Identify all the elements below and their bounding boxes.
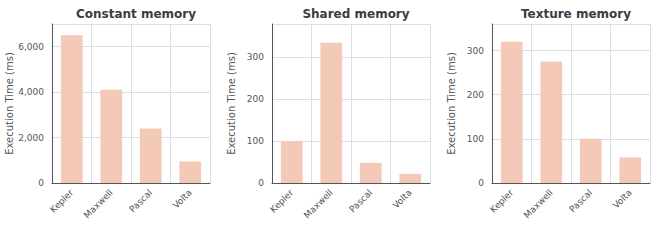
svg-text:0: 0 (38, 178, 44, 188)
svg-text:Kepler: Kepler (268, 187, 295, 214)
svg-text:Volta: Volta (391, 187, 414, 210)
svg-text:100: 100 (467, 134, 484, 144)
svg-text:Volta: Volta (171, 187, 194, 210)
svg-text:200: 200 (247, 94, 264, 104)
svg-text:Execution Time (ms): Execution Time (ms) (446, 52, 457, 155)
svg-text:300: 300 (247, 52, 264, 62)
svg-text:Pascal: Pascal (567, 187, 594, 214)
svg-text:100: 100 (247, 136, 264, 146)
svg-text:0: 0 (258, 178, 264, 188)
svg-text:Maxwell: Maxwell (82, 187, 115, 220)
svg-text:Execution Time (ms): Execution Time (ms) (226, 52, 237, 155)
svg-text:Kepler: Kepler (48, 187, 75, 214)
svg-text:Execution Time (ms): Execution Time (ms) (4, 52, 15, 155)
svg-text:4,000: 4,000 (18, 87, 44, 97)
svg-text:Texture memory: Texture memory (521, 7, 631, 21)
svg-text:300: 300 (467, 46, 484, 56)
svg-text:Maxwell: Maxwell (522, 187, 555, 220)
svg-text:Pascal: Pascal (347, 187, 374, 214)
svg-text:Volta: Volta (611, 187, 634, 210)
svg-text:2,000: 2,000 (18, 133, 44, 143)
svg-text:Pascal: Pascal (127, 187, 154, 214)
svg-text:6,000: 6,000 (18, 42, 44, 52)
svg-text:Kepler: Kepler (488, 187, 515, 214)
svg-text:200: 200 (467, 90, 484, 100)
svg-text:Constant memory: Constant memory (76, 7, 196, 21)
svg-text:Shared memory: Shared memory (302, 7, 409, 21)
svg-text:Maxwell: Maxwell (302, 187, 335, 220)
svg-text:0: 0 (478, 178, 484, 188)
